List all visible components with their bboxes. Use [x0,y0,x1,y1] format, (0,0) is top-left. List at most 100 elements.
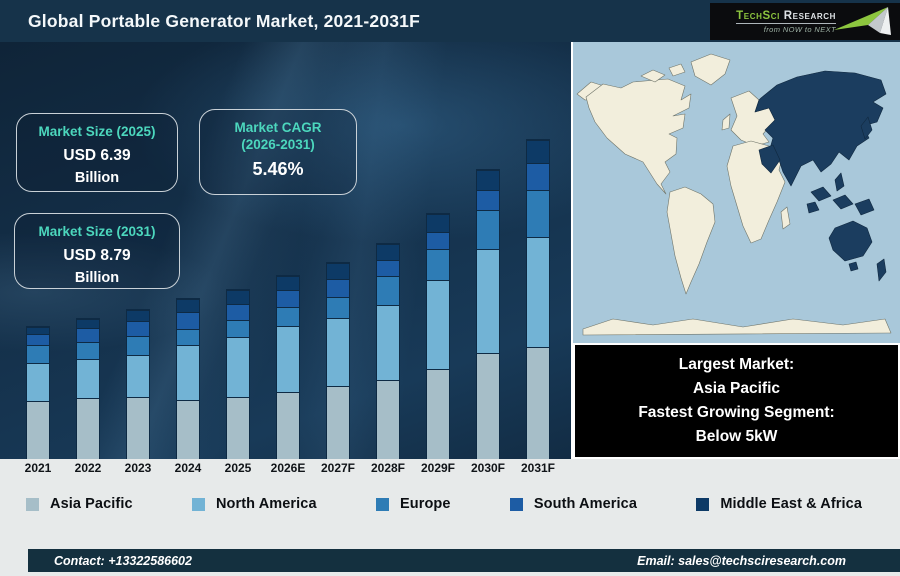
chart-legend: Asia Pacific North America Europe South Ame… [0,496,900,512]
email-label: Email: [637,553,675,568]
bar-segment-europe [427,249,449,280]
stacked-bar-2029f [426,213,450,459]
footer-contact: Contact: +13322586602 [54,554,192,568]
bar-segment-north-america [427,280,449,369]
x-axis-label-2030f: 2030F [470,461,506,475]
map-antarctica [582,318,892,336]
bar-column-2031f [513,139,563,459]
chart-panel: Market Size (2025) USD 6.39 Billion Mark… [0,42,571,459]
bar-segment-middle-east-africa [127,310,149,321]
techsci-logo: TechSci Research from NOW to NEXT [710,3,900,40]
bar-segment-asia-pacific [277,392,299,459]
bar-segment-middle-east-africa [377,244,399,260]
stacked-bar-2023 [126,309,150,459]
legend-swatch-south-america [509,497,523,511]
bar-segment-middle-east-africa [327,263,349,279]
legend-label-europe: Europe [399,496,451,512]
bar-segment-asia-pacific [177,400,199,459]
bar-segment-europe [77,342,99,359]
bar-segment-north-america [277,326,299,392]
stat-unit: Billion [74,270,120,286]
email-value: sales@techsciresearch.com [678,553,846,568]
bar-segment-europe [127,336,149,355]
bar-column-2021 [13,326,63,459]
stat-box-market-size-2031: Market Size (2031) USD 8.79 Billion [14,213,180,289]
bar-column-2024 [163,298,213,459]
bar-segment-south-america [177,312,199,329]
logo-brand-primary: TechSci [736,9,780,22]
map-sea-islands-highlight [806,172,854,214]
bar-segment-north-america [27,363,49,401]
stacked-bar-2025 [226,289,250,459]
x-axis-label-2021: 2021 [24,461,52,475]
stat-label: (2026-2031) [241,137,315,152]
bar-segment-middle-east-africa [277,276,299,290]
x-axis-label-2024: 2024 [174,461,202,475]
legend-item-europe: Europe [375,496,451,512]
bar-segment-south-america [27,334,49,345]
footer-email: Email: sales@techsciresearch.com [637,554,846,568]
stacked-bar-2026e [276,275,300,459]
legend-label-north-america: North America [215,496,317,512]
legend-label-middle-east-africa: Middle East & Africa [720,496,862,512]
bar-segment-middle-east-africa [477,170,499,190]
bar-segment-north-america [77,359,99,398]
map-new-guinea-highlight [854,198,875,216]
legend-swatch-north-america [191,497,205,511]
bar-segment-europe [327,297,349,318]
map-madagascar [780,206,791,230]
x-axis-label-2027f: 2027F [320,461,356,475]
header-bar: Global Portable Generator Market, 2021-2… [0,0,900,42]
bar-segment-asia-pacific [477,353,499,459]
bar-segment-south-america [527,163,549,190]
map-arctic-islands [640,63,686,83]
bar-column-2029f [413,213,463,459]
largest-market-value: Asia Pacific [692,380,781,397]
bar-segment-north-america [527,237,549,347]
largest-market-box: Largest Market: Asia Pacific Fastest Gro… [575,345,898,457]
stacked-bar-2031f [526,139,550,459]
bar-segment-asia-pacific [127,397,149,459]
bar-column-2028f [363,243,413,459]
bar-segment-north-america [477,249,499,353]
x-axis-label-2022: 2022 [74,461,102,475]
map-greenland [690,53,731,86]
bar-segment-middle-east-africa [527,140,549,163]
logo-text: TechSci Research from NOW to NEXT [736,10,836,34]
stat-label: Market CAGR [234,120,322,135]
bar-column-2025 [213,289,263,459]
page-title: Global Portable Generator Market, 2021-2… [28,10,421,31]
bar-segment-asia-pacific [327,386,349,459]
logo-arrow-icon [834,6,891,35]
map-south-america [666,186,716,295]
right-column: Largest Market: Asia Pacific Fastest Gro… [571,42,900,459]
map-australia-highlight [828,220,873,262]
bar-segment-asia-pacific [427,369,449,459]
x-axis-label-2028f: 2028F [370,461,406,475]
stacked-bar-2030f [476,169,500,459]
bar-segment-north-america [327,318,349,386]
bar-segment-europe [277,307,299,326]
bar-segment-middle-east-africa [427,214,449,232]
bar-segment-asia-pacific [77,398,99,459]
stat-label: Market Size (2031) [38,224,156,239]
legend-label-asia-pacific: Asia Pacific [50,496,133,512]
map-japan-highlight [860,116,873,140]
legend-swatch-middle-east-africa [696,497,710,511]
bars-row [13,99,563,459]
bar-segment-south-america [477,190,499,210]
stacked-bar-2024 [176,298,200,459]
fastest-segment-value: Below 5kW [695,428,778,445]
legend-label-south-america: South America [533,496,637,512]
map-north-america [585,78,692,195]
bar-segment-south-america [427,232,449,249]
bar-segment-north-america [127,355,149,397]
bar-column-2022 [63,318,113,459]
largest-market-label: Largest Market: [678,356,795,373]
world-map [573,42,900,343]
stat-label: Market Size (2025) [38,124,156,139]
footer-bar: Contact: +13322586602 Email: sales@techs… [28,549,900,572]
map-arabia-highlight [758,144,781,174]
stat-unit: Billion [74,170,120,186]
